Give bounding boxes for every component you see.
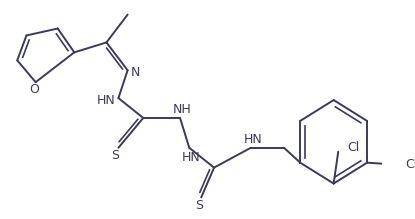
Text: S: S	[111, 149, 119, 162]
Text: HN: HN	[243, 133, 262, 146]
Text: HN: HN	[97, 94, 116, 107]
Text: Cl: Cl	[347, 141, 360, 154]
Text: Cl: Cl	[406, 158, 415, 171]
Text: HN: HN	[182, 151, 200, 164]
Text: S: S	[195, 199, 203, 212]
Text: NH: NH	[173, 104, 191, 117]
Text: O: O	[29, 83, 39, 96]
Text: N: N	[130, 66, 140, 79]
